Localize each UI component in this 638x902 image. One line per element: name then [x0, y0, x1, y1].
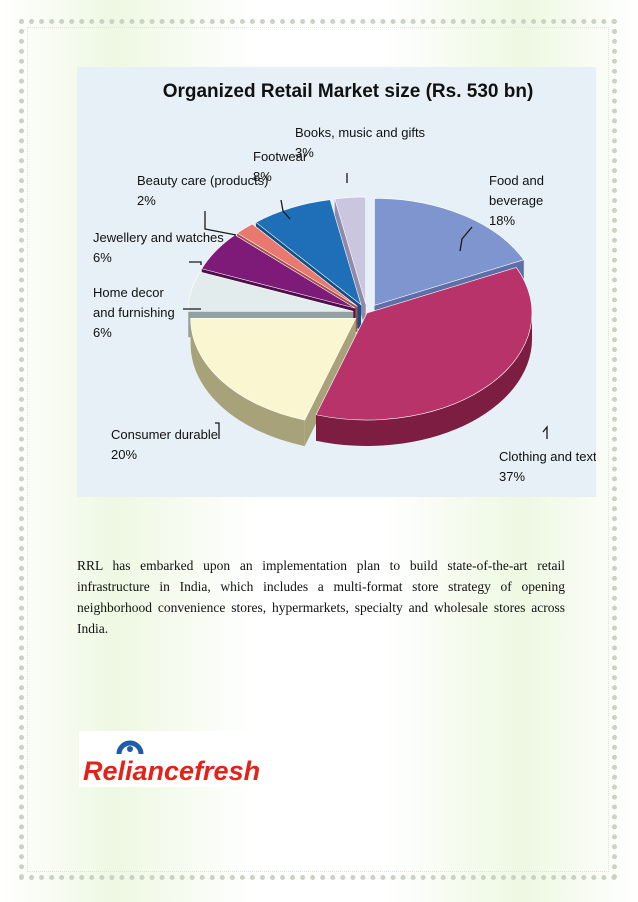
slice-top: [187, 271, 354, 312]
slice-label-line: 3%: [295, 145, 314, 160]
slice-label-line: and furnishing: [93, 305, 175, 320]
leader-line-footwear: [280, 199, 291, 220]
chart-title: Organized Retail Market size (Rs. 530 bn…: [163, 81, 534, 102]
slice-rim: [316, 313, 532, 447]
slice-top: [374, 198, 525, 306]
body-paragraph: RRL has embarked upon an implementation …: [77, 558, 565, 636]
slice-label-line: Food and: [489, 173, 544, 188]
slice-labels: Food and beverage 18% Clothing and textile 3…: [93, 125, 596, 484]
label-consumer-durable: Consumer durable 20%: [111, 422, 220, 462]
leader-line-jewellery-and-watches: [189, 261, 202, 265]
label-home-decor-and-furnishing: Home decor and furnishing 6%: [93, 285, 201, 340]
label-jewellery-and-watches: Jewellery and watches 6%: [93, 230, 224, 265]
slice-top: [190, 318, 357, 421]
leader-line-consumer-durable: [215, 422, 220, 439]
reliance-fresh-logo: Reliancefresh: [79, 731, 279, 787]
slice-label-line: Consumer durable: [111, 427, 218, 442]
slice-label-line: 18%: [489, 213, 515, 228]
chart-panel: Organized Retail Market size (Rs. 530 bn…: [77, 67, 596, 497]
label-books-music-and-gifts: Books, music and gifts 3%: [295, 125, 426, 183]
pie-slices: [187, 196, 533, 447]
slice-top: [255, 199, 362, 306]
logo-graphic: Reliancefresh: [83, 740, 260, 786]
slice-rim: [190, 318, 305, 447]
slice-label-line: 37%: [499, 469, 525, 484]
logo-text-fresh: fresh: [194, 756, 260, 786]
slice-label-line: Books, music and gifts: [295, 125, 426, 140]
pie-chart: Organized Retail Market size (Rs. 530 bn…: [93, 81, 596, 484]
slice-top: [334, 196, 366, 305]
label-clothing-and-textile: Clothing and textile 37%: [499, 425, 596, 484]
slice-label-line: Home decor: [93, 285, 164, 300]
slice-top: [236, 223, 358, 307]
slice-label-line: 6%: [93, 250, 112, 265]
slice-label-line: 20%: [111, 447, 137, 462]
slice-label-line: Jewellery and watches: [93, 230, 224, 245]
slice-clothing-and-textile: [315, 267, 533, 447]
slice-label-line: beverage: [489, 193, 543, 208]
slice-label-line: Beauty care (products): [137, 173, 269, 188]
leader-line-beauty-care-products: [204, 211, 237, 236]
slice-label-line: Footwear: [253, 149, 308, 164]
leader-line-clothing-and-textile: [542, 425, 548, 439]
slice-label-line: 8%: [253, 169, 272, 184]
logo-text-reliance: Reliance: [83, 756, 194, 786]
slice-label-line: 2%: [137, 193, 156, 208]
label-food-and-beverage: Food and beverage 18%: [459, 173, 544, 252]
slice-top: [315, 267, 533, 421]
logo-text: Reliancefresh: [83, 756, 260, 786]
leader-line-food-and-beverage: [459, 226, 473, 252]
page-border: [19, 19, 617, 880]
label-footwear: Footwear 8%: [253, 149, 308, 220]
slice-label-line: 6%: [93, 325, 112, 340]
slice-label-line: Clothing and textile: [499, 449, 596, 464]
reliance-mark-icon: [116, 740, 144, 755]
label-beauty-care-products: Beauty care (products) 2%: [137, 173, 269, 236]
